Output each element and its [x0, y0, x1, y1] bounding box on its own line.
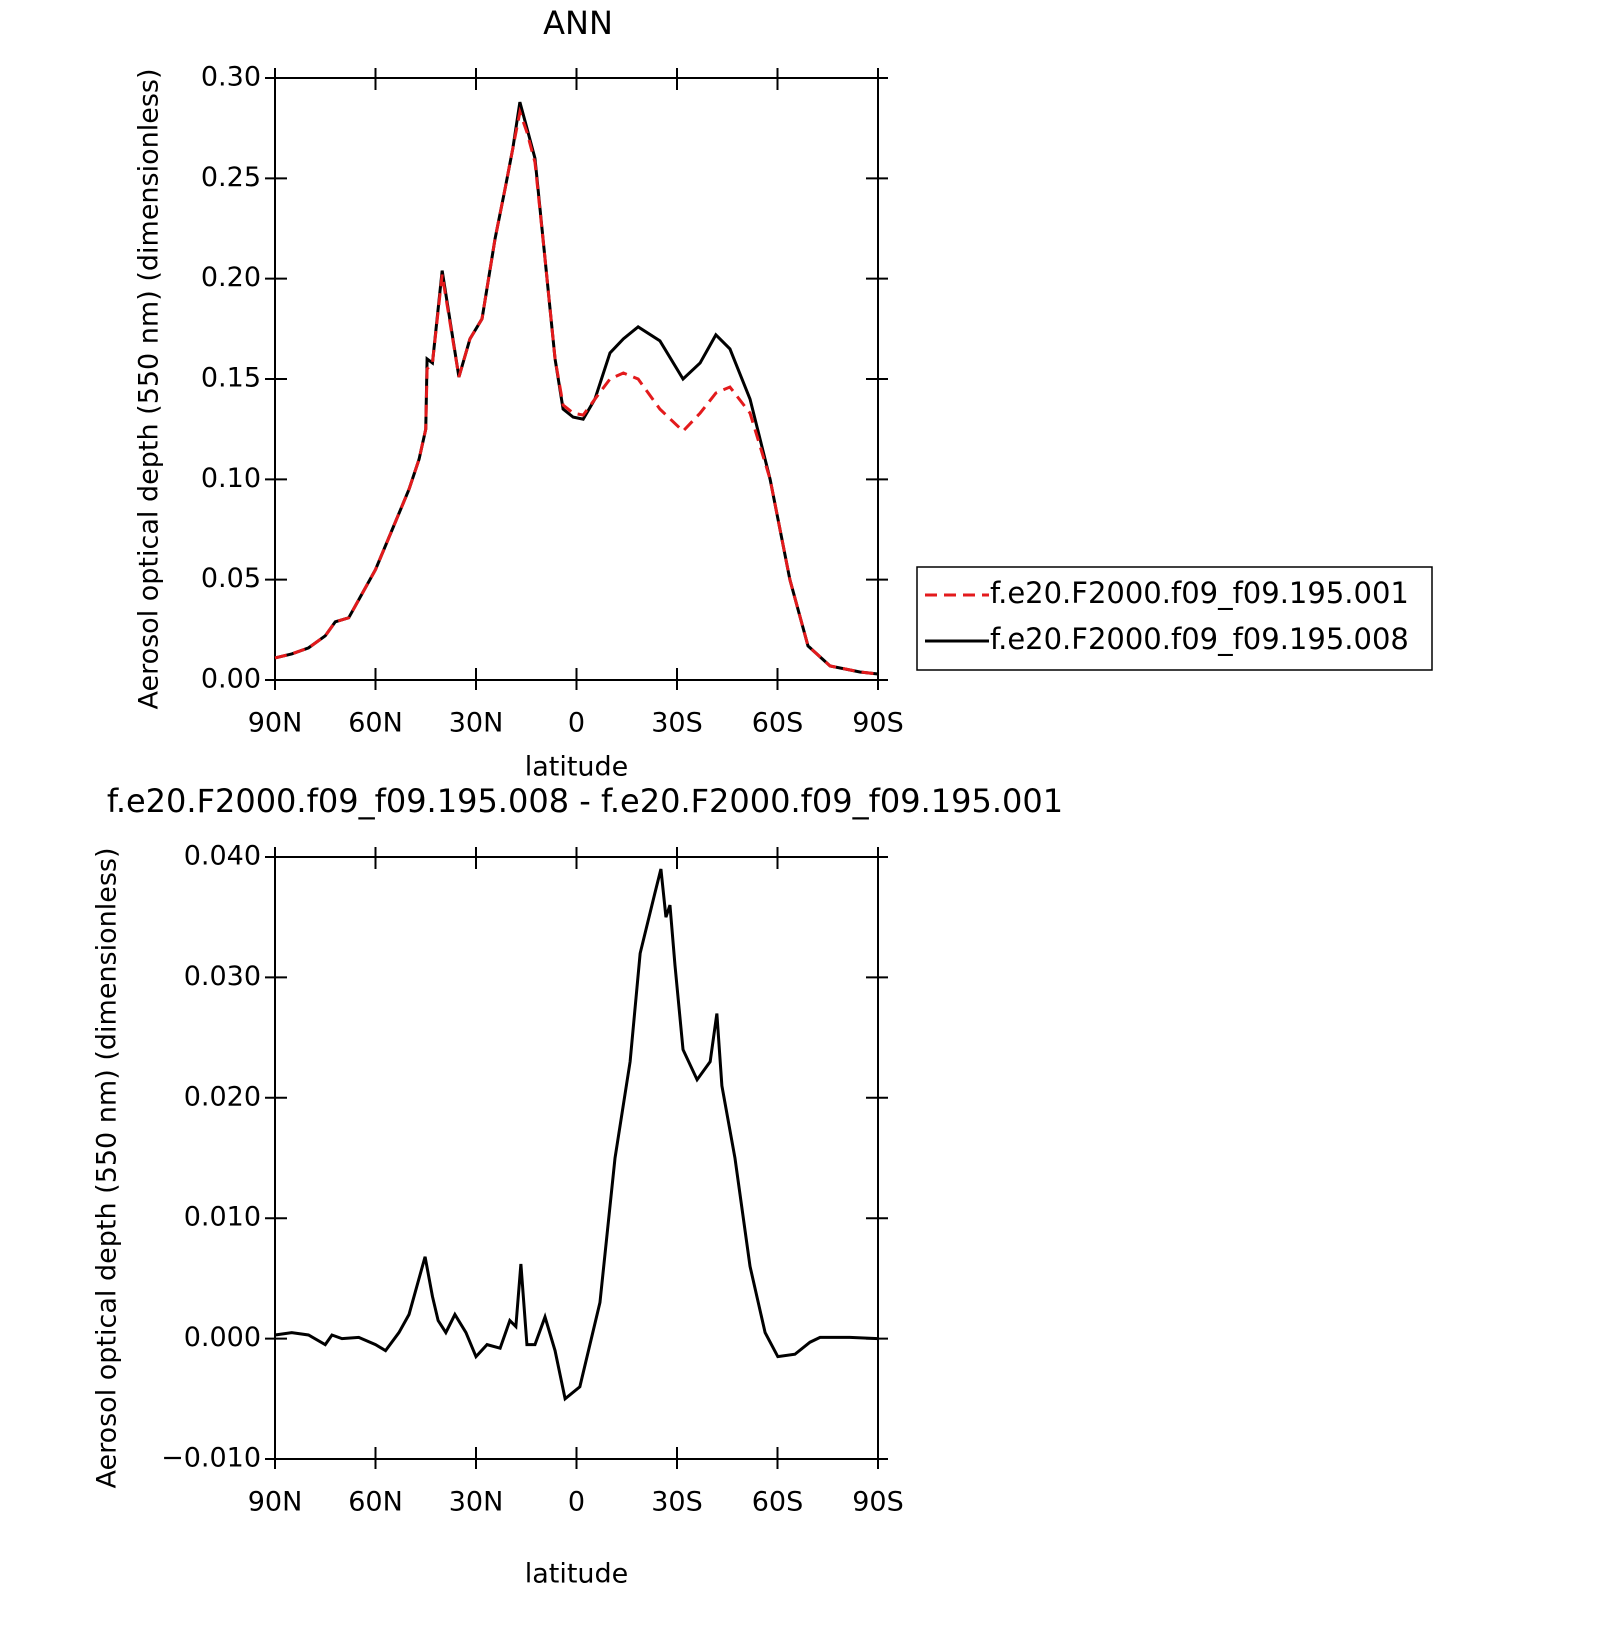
plot-frame — [274, 856, 879, 1460]
x-tick-label: 90S — [852, 1487, 904, 1518]
chart-title: f.e20.F2000.f09_f09.195.008 - f.e20.F200… — [107, 782, 1063, 820]
x-axis-label: latitude — [525, 1559, 629, 1590]
y-tick-label: 0.10 — [201, 463, 261, 494]
x-tick-label: 60N — [348, 1487, 403, 1518]
y-tick-label: 0.30 — [201, 62, 261, 93]
x-tick-label: 30N — [449, 708, 504, 739]
y-tick-label: 0.020 — [184, 1081, 261, 1112]
x-tick-label: 30N — [449, 1487, 504, 1518]
x-tick-label: 60S — [752, 1487, 804, 1518]
y-axis-label: Aerosol optical depth (550 nm) (dimensio… — [134, 68, 165, 709]
x-tick-label: 90S — [852, 708, 904, 739]
y-tick-label: 0.00 — [201, 664, 261, 695]
x-tick-label: 30S — [651, 1487, 703, 1518]
x-tick-label: 60S — [752, 708, 804, 739]
x-tick-label: 90N — [248, 708, 303, 739]
data-line — [274, 868, 879, 1402]
chart-title: ANN — [543, 4, 613, 42]
y-axis-label: Aerosol optical depth (550 nm) (dimensio… — [92, 847, 123, 1488]
x-axis-label: latitude — [525, 752, 629, 783]
y-tick-label: −0.010 — [161, 1443, 261, 1474]
y-tick-label: 0.25 — [201, 162, 261, 193]
x-tick-label: 0 — [568, 708, 585, 739]
x-tick-label: 90N — [248, 1487, 303, 1518]
x-tick-label: 60N — [348, 708, 403, 739]
y-tick-label: 0.15 — [201, 363, 261, 394]
y-tick-label: 0.030 — [184, 961, 261, 992]
y-tick-label: 0.05 — [201, 563, 261, 594]
legend-box — [916, 566, 1433, 671]
x-tick-label: 0 — [568, 1487, 585, 1518]
legend-label: f.e20.F2000.f09_f09.195.008 — [990, 622, 1409, 656]
x-tick-label: 30S — [651, 708, 703, 739]
data-line — [274, 106, 879, 676]
y-tick-label: 0.000 — [184, 1322, 261, 1353]
y-tick-label: 0.20 — [201, 262, 261, 293]
y-tick-label: 0.040 — [184, 841, 261, 872]
legend-label: f.e20.F2000.f09_f09.195.001 — [990, 576, 1409, 610]
y-tick-label: 0.010 — [184, 1202, 261, 1233]
